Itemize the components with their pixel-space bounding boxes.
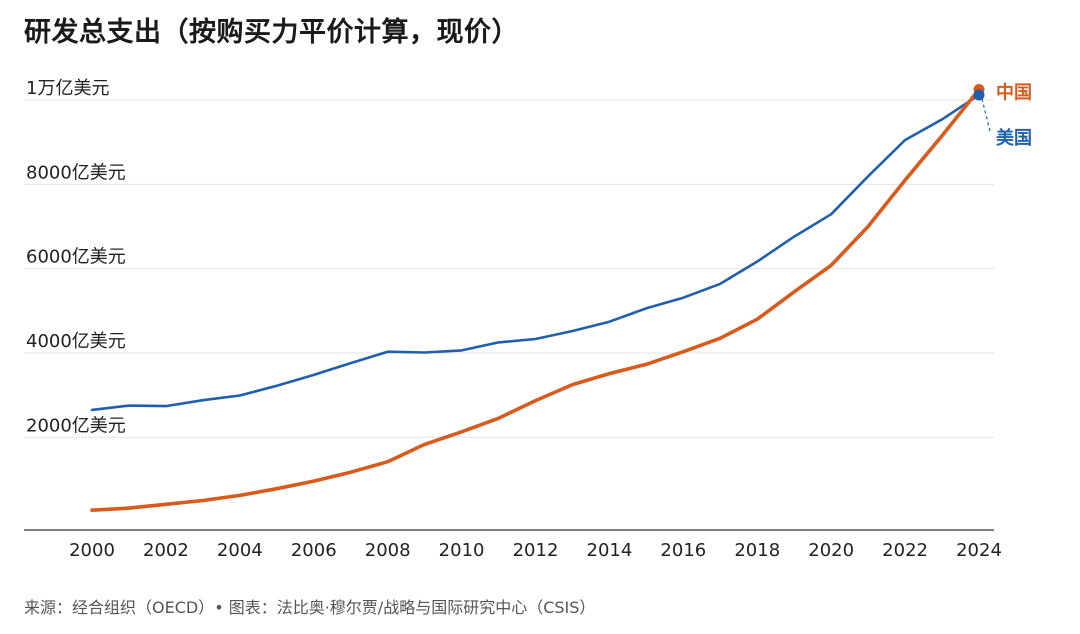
x-tick-label: 2006: [291, 540, 337, 561]
y-tick-label: 2000亿美元: [26, 415, 126, 436]
us-end-marker: [973, 89, 985, 101]
gridlines: [24, 99, 994, 438]
source-note: 来源：经合组织（OECD）• 图表：法比奥·穆尔贾/战略与国际研究中心（CSIS…: [24, 598, 596, 617]
series-lines: [90, 87, 981, 513]
chart-title: 研发总支出（按购买力平价计算，现价）: [24, 17, 519, 48]
series-line: [90, 87, 981, 513]
x-tick-label: 2000: [69, 540, 115, 561]
series-end-markers: [973, 83, 985, 101]
x-tick-label: 2008: [365, 540, 411, 561]
y-tick-label: 1万亿美元: [26, 78, 109, 99]
series-label-china: 中国: [996, 81, 1032, 103]
series-label-us: 美国: [996, 127, 1032, 149]
y-tick-label: 4000亿美元: [26, 331, 126, 352]
series-line: [90, 93, 981, 412]
us-label-leader: [981, 98, 991, 132]
x-tick-label: 2002: [143, 540, 189, 561]
x-tick-label: 2018: [734, 540, 780, 561]
x-tick-label: 2010: [439, 540, 485, 561]
x-tick-label: 2016: [660, 540, 706, 561]
x-tick-label: 2024: [956, 540, 1002, 561]
y-tick-label: 8000亿美元: [26, 162, 126, 183]
x-tick-label: 2004: [217, 540, 263, 561]
x-tick-label: 2012: [513, 540, 559, 561]
y-tick-label: 6000亿美元: [26, 247, 126, 268]
x-tick-label: 2020: [808, 540, 854, 561]
y-axis-tick-labels: 2000亿美元 4000亿美元 6000亿美元 8000亿美元 1万亿美元: [26, 78, 126, 436]
x-tick-label: 2022: [882, 540, 928, 561]
x-axis: 2000 2002 2004 2006 2008 2010 2012 2014 2016 2018…: [24, 529, 1002, 561]
x-tick-label: 2014: [587, 540, 633, 561]
